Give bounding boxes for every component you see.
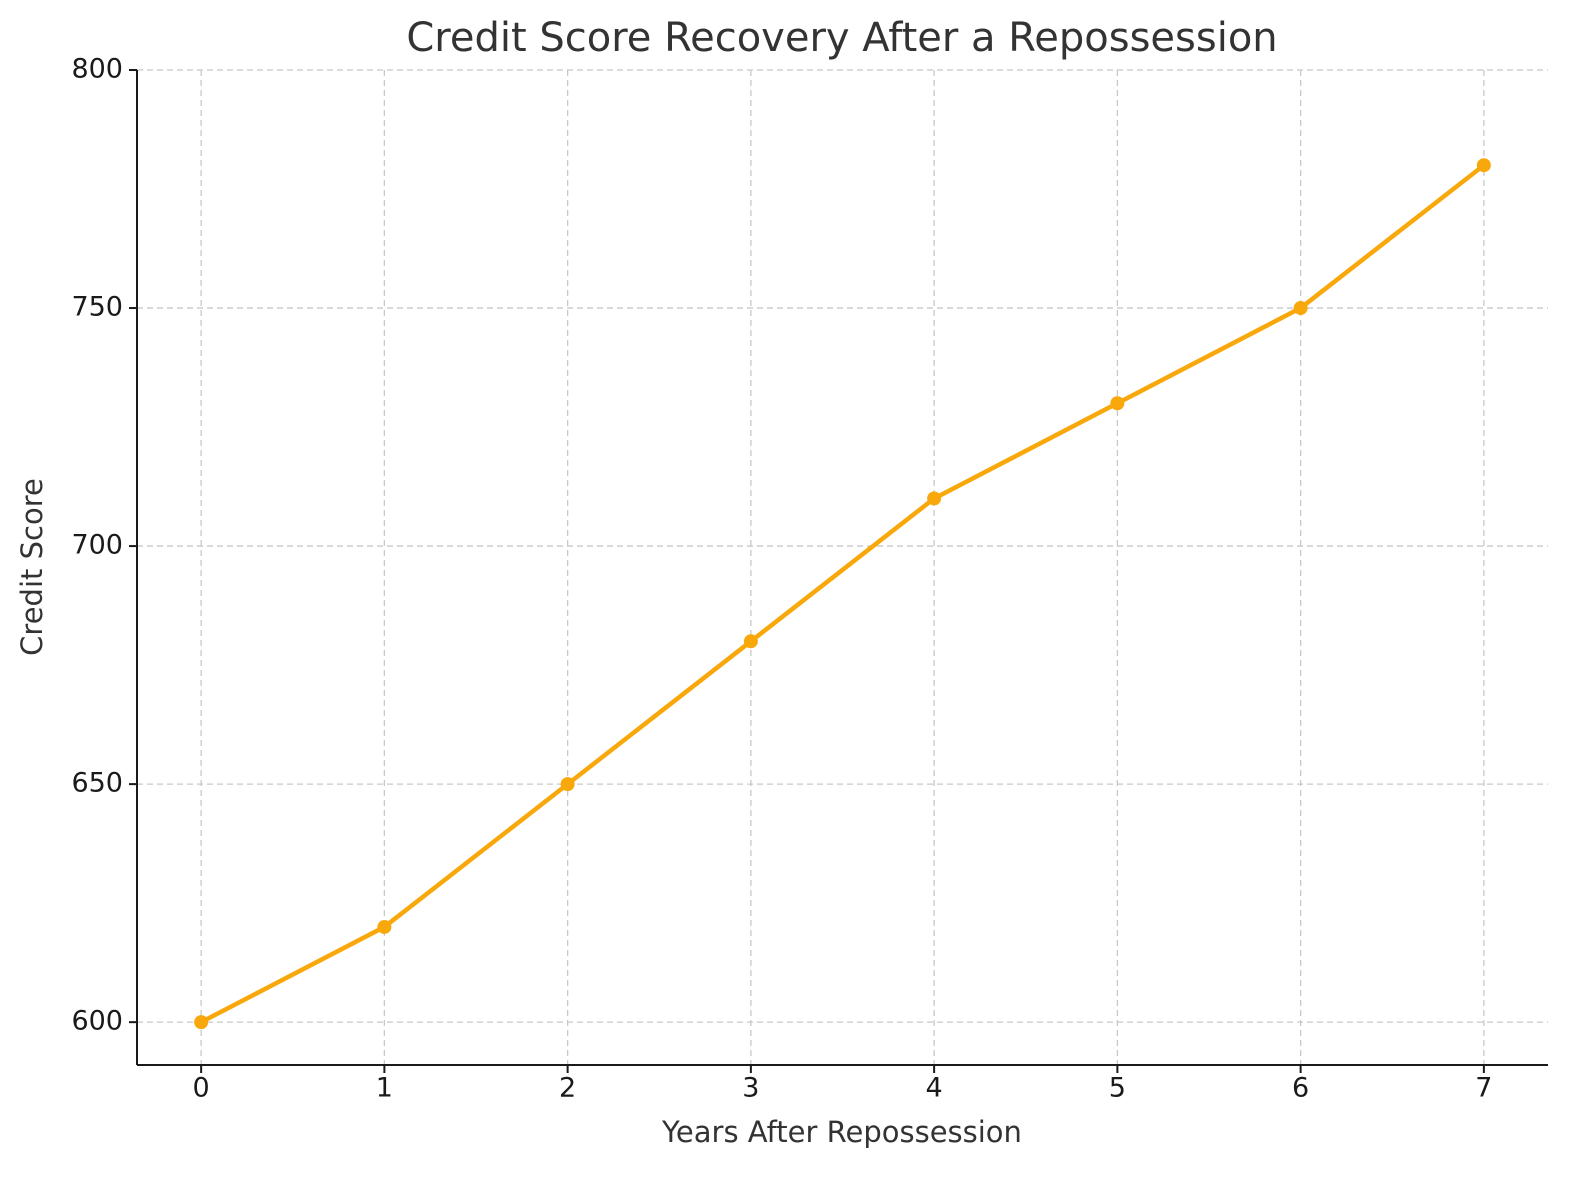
chart-title: Credit Score Recovery After a Repossessi…	[406, 15, 1277, 61]
x-tick-label: 6	[1292, 1073, 1309, 1104]
point	[194, 1015, 209, 1030]
x-tick-label: 5	[1109, 1073, 1126, 1104]
point	[1476, 158, 1491, 173]
point	[927, 491, 942, 506]
y-tick-label: 750	[71, 292, 123, 323]
line	[200, 163, 1486, 1025]
x-tick-label: 3	[742, 1073, 759, 1104]
point	[1110, 396, 1125, 411]
point	[560, 777, 575, 792]
y-tick-label: 700	[71, 530, 123, 561]
x-axis-label: Years After Repossession	[661, 1115, 1022, 1149]
y-tick-label: 650	[71, 768, 123, 799]
point	[377, 919, 392, 934]
x-tick-label: 7	[1475, 1073, 1492, 1104]
x-tick-label: 4	[926, 1073, 943, 1104]
y-tick-label: 800	[71, 54, 123, 85]
y-tick-label: 600	[71, 1006, 123, 1037]
point	[1293, 301, 1308, 316]
x-tick-label: 1	[376, 1073, 393, 1104]
x-tick-label: 0	[193, 1073, 210, 1104]
point	[743, 634, 758, 649]
y-axis-label: Credit Score	[15, 478, 49, 656]
x-tick-label: 2	[559, 1073, 576, 1104]
